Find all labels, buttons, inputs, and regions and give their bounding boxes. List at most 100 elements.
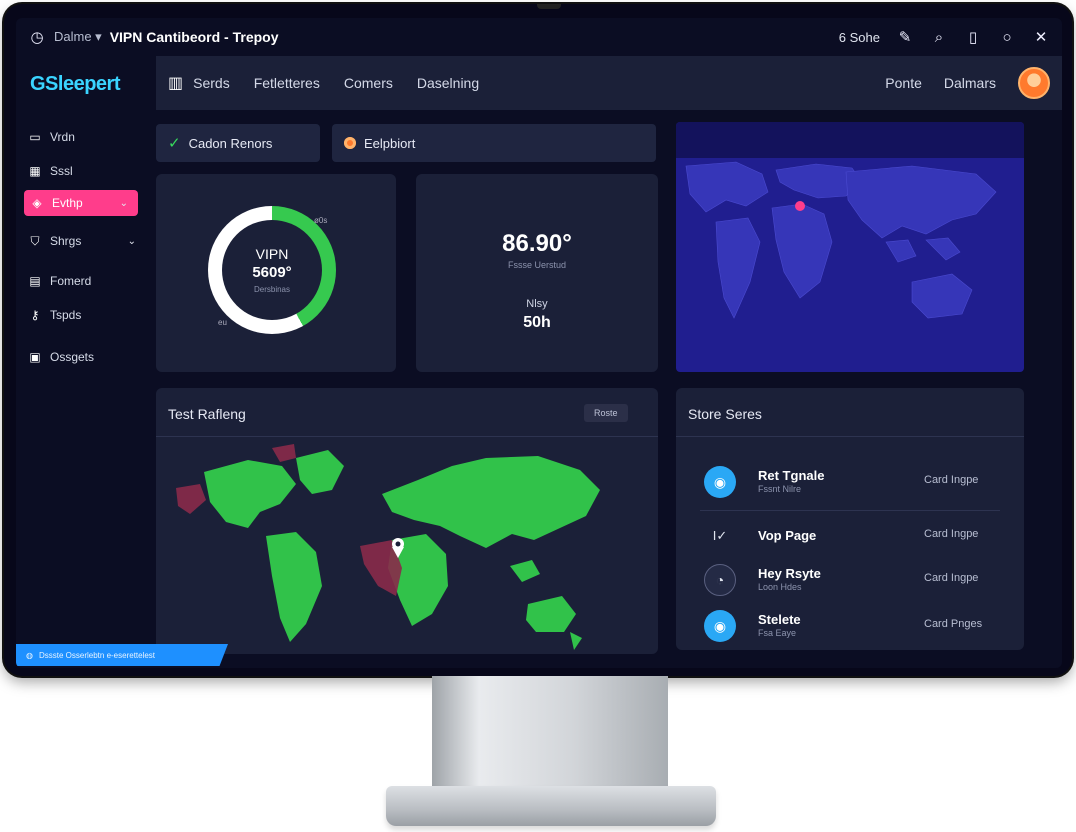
sidebar-item-label: Tspds: [50, 308, 82, 322]
sidebar-item-vrdn[interactable]: ▭ Vrdn: [16, 120, 146, 154]
stat-label: Nlsy: [526, 298, 548, 310]
row-action[interactable]: Card Pnges: [924, 618, 983, 630]
list-item[interactable]: ◉ Stelete Fsa Eaye Card Pnges: [700, 608, 1000, 644]
app-icon: ◷: [30, 29, 44, 46]
list-item[interactable]: ◉ Ret Tgnale Fssnt Nilre Card Ingpe: [700, 464, 1000, 500]
sidebar-item-ossgets[interactable]: ▣ Ossgets: [16, 340, 146, 374]
nav-label: Serds: [193, 75, 230, 91]
screen: ◷ Dalme ▾ VIPN Cantibeord - Trepoy 6 Soh…: [16, 18, 1062, 668]
pen-icon[interactable]: ✎: [898, 29, 912, 46]
sidebar-item-label: Evthp: [52, 196, 83, 210]
nav-item-comers[interactable]: Comers: [344, 75, 393, 91]
donut-label: VIPN: [255, 246, 289, 262]
nav-ponte[interactable]: Ponte: [885, 75, 922, 91]
row-name: Ret Tgnale: [758, 468, 825, 483]
divider: [156, 436, 658, 437]
sidebar-item-tspds[interactable]: ⚷ Tspds: [16, 298, 146, 332]
status-bar[interactable]: ◍ Dssste Osserlebtn e-eserettelest: [16, 644, 228, 666]
chart-icon: ▥: [168, 75, 184, 92]
sidebar-item-label: Shrgs: [50, 234, 82, 248]
server-marker[interactable]: [795, 201, 805, 211]
monitor-stand-neck: [432, 676, 668, 788]
connection-pill[interactable]: ✓ Cadon Renors: [156, 124, 320, 162]
stats-card: 86.90° Fssse Uerstud Nlsy 50h: [416, 174, 658, 372]
check-icon: I✓: [712, 528, 728, 543]
folder-icon: ▤: [29, 274, 41, 288]
row-name: Vop Page: [758, 528, 817, 543]
grid-icon: ▦: [29, 164, 41, 178]
pill-label: Eelpbiort: [364, 135, 416, 151]
avatar[interactable]: [1018, 67, 1050, 99]
donut-center: VIPN 5609° Dersbinas: [208, 206, 336, 334]
pill-label: Cadon Renors: [188, 135, 273, 151]
store-panel: Store Seres ◉ Ret Tgnale Fssnt Nilre Car…: [676, 388, 1024, 650]
monitor-icon: ▭: [29, 130, 41, 144]
chevron-down-icon: ⌄: [119, 197, 128, 209]
sidebar-item-label: Sssl: [50, 164, 73, 178]
check-icon: ✓: [168, 135, 181, 152]
world-map-blue: [676, 122, 1024, 319]
sidebar-item-sssl[interactable]: ▦ Sssl: [16, 154, 146, 188]
row-sub: Fsa Eaye: [758, 628, 797, 638]
chevron-down-icon: ⌄: [127, 235, 136, 247]
endpoint-pill[interactable]: Eelpbiort: [332, 124, 656, 162]
shield-icon: ⛉: [30, 233, 40, 248]
top-nav: ▥ Serds Fetletteres Comers Daselning Pon…: [156, 56, 1062, 110]
row-name: Hey Rsyte: [758, 566, 821, 581]
sidebar-item-evthp[interactable]: ◈ Evthp ⌄: [24, 190, 138, 216]
window-menu[interactable]: Dalme ▾: [54, 29, 102, 44]
row-action[interactable]: Card Ingpe: [924, 572, 979, 584]
nav-dalmars[interactable]: Dalmars: [943, 75, 996, 91]
nav-item-daselning[interactable]: Daselning: [417, 75, 479, 91]
donut-chart: [208, 206, 336, 334]
server-map[interactable]: [676, 122, 1024, 372]
donut-tiny-bottom: eu: [218, 318, 227, 327]
stat-duration: 50h: [523, 314, 551, 331]
status-dot-icon: [344, 137, 356, 149]
info-icon: ◍: [26, 650, 33, 660]
circle-icon[interactable]: ○: [1002, 28, 1012, 46]
panel-title: Store Seres: [688, 406, 762, 422]
speed-icon: ◔: [704, 564, 736, 596]
nav-label: Daselning: [416, 75, 480, 91]
chart-icon: ▣: [29, 350, 41, 364]
stat-caption: Fssse Uerstud: [507, 260, 567, 270]
panel-title: Test Rafleng: [168, 406, 246, 422]
row-name: Stelete: [758, 612, 801, 627]
monitor-frame: ◷ Dalme ▾ VIPN Cantibeord - Trepoy 6 Soh…: [4, 4, 1072, 676]
close-icon[interactable]: ✕: [1034, 29, 1048, 46]
key-icon: ⚷: [30, 308, 40, 322]
sidebar-item-label: Ossgets: [50, 350, 95, 364]
route-badge[interactable]: Roste: [584, 404, 628, 422]
phone-icon[interactable]: ▯: [968, 29, 978, 46]
location-pin-icon[interactable]: [392, 538, 404, 558]
nav-label: Comers: [343, 75, 393, 91]
vpn-usage-card: VIPN 5609° Dersbinas ø0s eu: [156, 174, 396, 372]
donut-caption: Dersbinas: [253, 285, 290, 294]
nav-label: Fetletteres: [253, 75, 320, 91]
sidebar-item-fomerd[interactable]: ▤ Fomerd: [16, 264, 146, 298]
location-icon: ◉: [704, 610, 736, 642]
list-item[interactable]: ◔ Hey Rsyte Loon Hdes Card Ingpe: [700, 562, 1000, 598]
title-bar: ◷ Dalme ▾ VIPN Cantibeord - Trepoy 6 Soh…: [16, 18, 1062, 56]
status-text: 6 Sohe: [838, 29, 880, 45]
tag-icon: ◈: [32, 196, 42, 210]
window-title: VIPN Cantibeord - Trepoy: [109, 29, 279, 45]
world-map-green[interactable]: [156, 436, 658, 654]
header: GSleepert ▥ Serds Fetletteres Comers Das…: [16, 56, 1062, 112]
camera: [537, 4, 561, 9]
divider: [700, 510, 1000, 511]
location-icon: ◉: [704, 466, 736, 498]
sidebar-item-shrgs[interactable]: ⛉ Shrgs ⌄: [16, 224, 146, 258]
nav-item-serds[interactable]: ▥ Serds: [168, 73, 230, 93]
search-icon[interactable]: ⌕: [934, 28, 944, 46]
row-action[interactable]: Card Ingpe: [924, 474, 979, 486]
test-panel: Test Rafleng Roste: [156, 388, 658, 654]
list-item[interactable]: I✓ Vop Page Card Ingpe: [700, 518, 1000, 554]
monitor-stand-base: [386, 786, 716, 826]
nav-item-fetletteres[interactable]: Fetletteres: [254, 75, 320, 91]
stat-value: 86.90°: [502, 230, 572, 257]
row-action[interactable]: Card Ingpe: [924, 528, 979, 540]
row-sub: Loon Hdes: [758, 582, 802, 592]
status-bar-text: Dssste Osserlebtn e-eserettelest: [38, 650, 156, 660]
